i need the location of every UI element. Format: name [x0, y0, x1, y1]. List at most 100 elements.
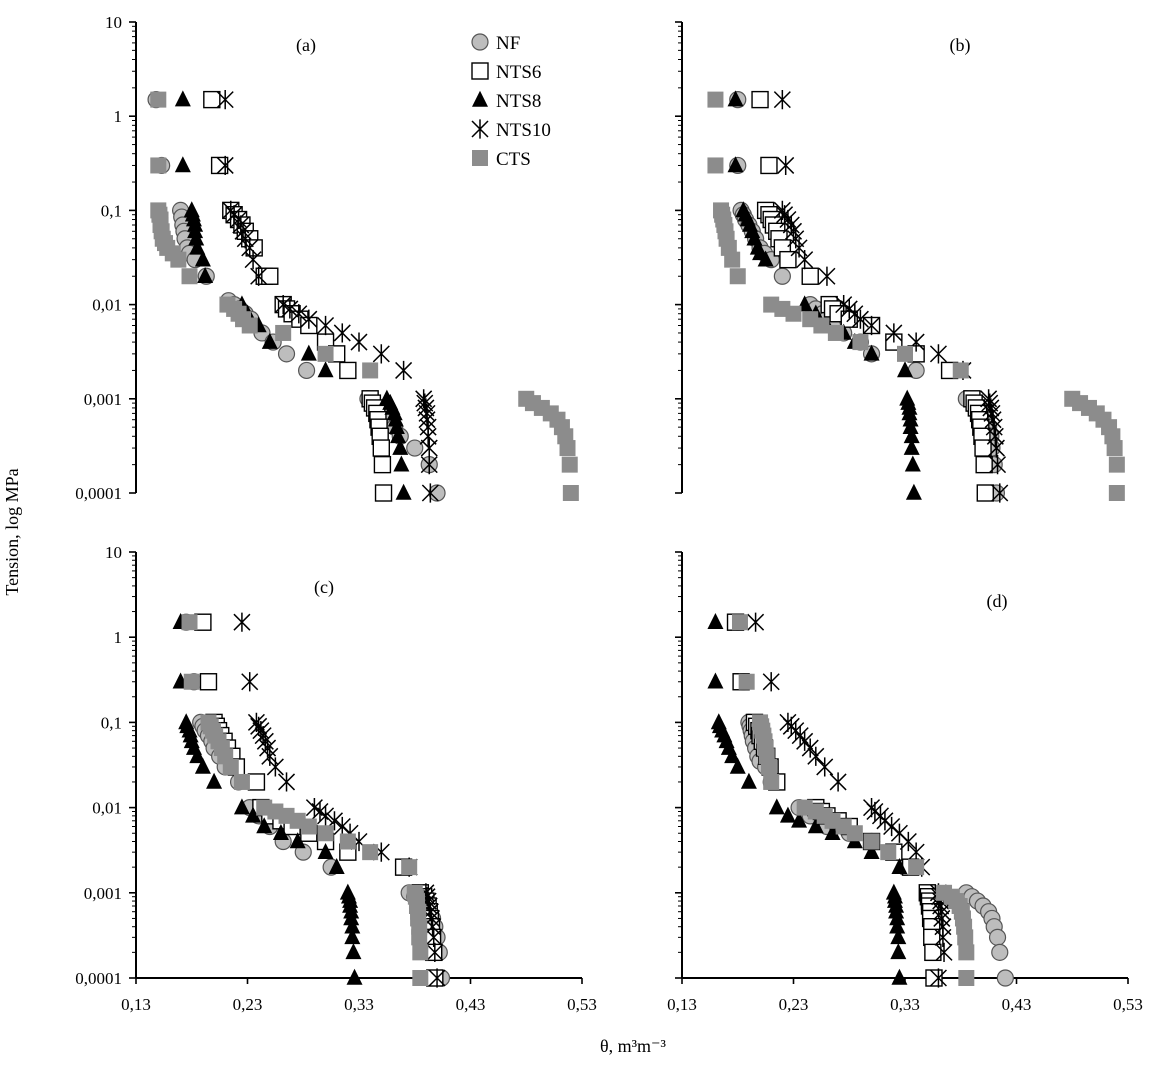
y-tick-label: 0,1 [101, 201, 122, 220]
point-nts6 [199, 673, 218, 691]
point-nts8 [902, 417, 919, 434]
point-cts [411, 929, 428, 946]
point-nts8 [188, 229, 205, 246]
series-nts6 [751, 90, 994, 502]
panel-label: (d) [987, 591, 1008, 612]
point-nf [297, 361, 316, 380]
series-cts [150, 91, 579, 501]
y-tick-label: 0,1 [101, 713, 122, 732]
point-nts8 [727, 156, 744, 173]
point-cts [412, 944, 429, 961]
point-nts8 [891, 968, 908, 985]
point-nts6 [203, 90, 221, 109]
legend-label: NF [496, 33, 520, 54]
point-nts10 [281, 299, 299, 319]
point-nts8 [206, 772, 223, 789]
series-nts6 [726, 613, 943, 987]
point-nts8 [393, 455, 410, 472]
point-cts [707, 91, 724, 108]
point-nts8 [824, 824, 841, 841]
point-nts10 [782, 215, 800, 235]
point-nts10 [420, 438, 438, 458]
x-tick-label: 0,43 [456, 995, 486, 1014]
point-cts [561, 456, 578, 473]
point-nts10 [317, 806, 335, 826]
point-nf [406, 439, 424, 457]
y-tick-label: 10 [105, 543, 122, 562]
point-nts8 [392, 438, 409, 455]
point-nts8 [757, 250, 774, 267]
point-cts [731, 614, 748, 631]
point-nts8 [187, 222, 204, 239]
point-cts [559, 440, 576, 457]
point-nts10 [773, 90, 791, 110]
point-nts10 [777, 155, 795, 176]
point-nts8 [395, 483, 412, 500]
point-nts10 [935, 942, 953, 962]
point-nts10 [395, 360, 413, 381]
point-nts8 [904, 455, 921, 472]
point-nts10 [424, 917, 442, 937]
point-nts10 [277, 772, 296, 792]
point-nts10 [747, 612, 765, 632]
point-cts [897, 345, 913, 362]
point-nf [773, 267, 791, 285]
point-nts6 [372, 439, 390, 457]
y-tick-label: 0,001 [84, 390, 122, 409]
x-tick-label: 0,23 [233, 995, 263, 1014]
point-nts8 [256, 817, 273, 834]
legend-label: CTS [496, 149, 531, 170]
point-nts10 [987, 438, 1005, 458]
point-nts6 [426, 969, 444, 987]
point-nts10 [244, 250, 262, 270]
point-nts10 [929, 968, 947, 988]
series-nts6 [194, 613, 444, 987]
point-nts6 [374, 484, 393, 502]
series-nts8 [172, 612, 363, 985]
point-nts10 [890, 823, 908, 843]
point-nts8 [194, 757, 211, 774]
y-tick-label: 0,0001 [75, 484, 122, 503]
point-cts [317, 825, 334, 842]
point-cts [908, 859, 925, 876]
point-nts10 [991, 483, 1009, 503]
point-nts10 [776, 205, 794, 225]
point-nts6 [339, 361, 357, 380]
legend-marker [471, 62, 489, 80]
point-nts8 [891, 857, 908, 874]
point-nf [428, 484, 446, 502]
panel-a: 0,0001 0,001 0,01 0,1 1 10 (a) [75, 13, 579, 503]
point-cts [362, 362, 379, 379]
panel-c: 0,0001 0,001 0,01 0,1 1 10 0,13 0,23 0,33 0,43 0,5… [75, 543, 597, 1014]
point-nts10 [426, 942, 444, 962]
y-tick-label: 1 [114, 107, 123, 126]
legend-marker [472, 150, 488, 166]
point-nts8 [388, 417, 405, 434]
point-nts10 [333, 323, 351, 343]
point-cts [958, 944, 975, 961]
point-nts10 [350, 332, 368, 352]
point-nts6 [373, 455, 392, 474]
point-nts10 [300, 309, 318, 329]
legend-label: NTS6 [496, 62, 541, 83]
point-nts6 [210, 156, 229, 175]
point-nts8 [174, 90, 191, 107]
point-nts6 [247, 773, 266, 791]
point-nts8 [724, 747, 741, 764]
point-nts8 [888, 902, 905, 919]
point-nts8 [863, 344, 880, 361]
point-nf [991, 943, 1009, 961]
point-nts10 [236, 229, 254, 249]
point-nts10 [241, 238, 259, 258]
point-nts10 [899, 831, 917, 852]
point-nts10 [863, 315, 881, 336]
point-nts10 [762, 672, 780, 692]
point-nts8 [245, 806, 262, 823]
point-nts10 [232, 215, 250, 235]
legend: NF NTS6 NTS8 NTS10 CTS [471, 33, 551, 170]
series-nts10 [216, 90, 439, 503]
series-nf [729, 91, 1006, 502]
point-cts [317, 345, 334, 362]
